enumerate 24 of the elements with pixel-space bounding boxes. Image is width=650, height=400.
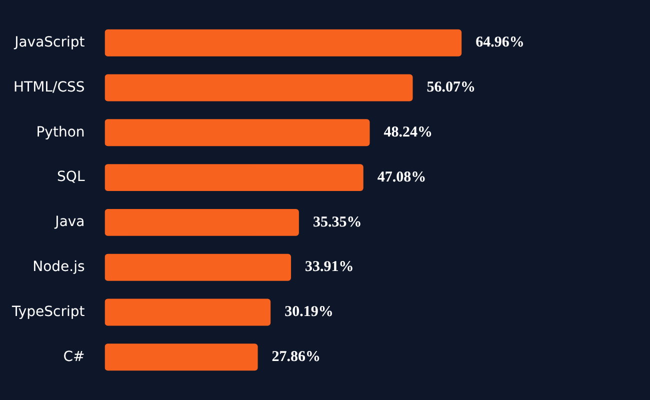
y-tick-label: C#	[63, 348, 85, 365]
data-label: 35.35%	[312, 214, 362, 230]
bar	[104, 164, 364, 192]
bar	[104, 344, 258, 371]
bar	[104, 119, 370, 146]
data-label: 48.24%	[384, 124, 432, 141]
data-label: 27.86%	[272, 349, 321, 366]
y-tick-label: JavaScript	[14, 34, 86, 50]
bar	[104, 254, 292, 281]
data-label: 30.19%	[284, 304, 334, 320]
y-tick-label: Node.js	[32, 258, 85, 275]
data-label: 56.07%	[426, 80, 476, 96]
y-tick-label: HTML/CSS	[14, 79, 85, 96]
y-tick-label: SQL	[57, 169, 85, 186]
bar	[104, 74, 413, 102]
y-tick-label: Python	[36, 124, 85, 140]
y-tick-label: Java	[54, 214, 85, 230]
data-label: 64.96%	[476, 34, 524, 51]
data-label: 47.08%	[377, 169, 426, 186]
bar	[104, 298, 271, 326]
bar	[104, 29, 462, 56]
bar	[104, 208, 299, 236]
y-tick-label: TypeScript	[10, 304, 86, 320]
data-label: 33.91%	[305, 259, 354, 276]
